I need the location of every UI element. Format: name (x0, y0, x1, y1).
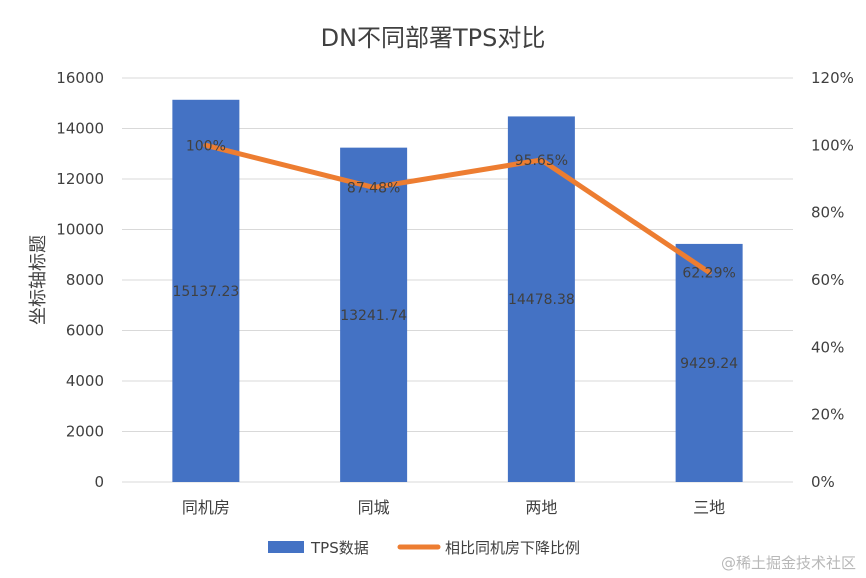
legend-swatch-bar (268, 541, 304, 553)
y2-tick-label: 40% (811, 338, 844, 356)
y2-tick-label: 100% (811, 136, 854, 154)
bar-data-label: 13241.74 (340, 308, 407, 324)
bar (172, 99, 240, 482)
line-data-label: 87.48% (347, 180, 400, 196)
bar-data-label: 14478.38 (508, 292, 575, 308)
bar (340, 147, 408, 483)
legend: TPS数据 相比同机房下降比例 (268, 539, 580, 557)
y-tick-label: 2000 (66, 423, 104, 441)
line-data-label: 95.65% (515, 153, 568, 169)
x-category-label: 三地 (693, 498, 725, 517)
x-category-label: 同城 (358, 498, 390, 517)
legend-label-bar: TPS数据 (310, 539, 369, 557)
x-axis: 同机房 同城 两地 三地 (182, 498, 725, 517)
y-tick-label: 4000 (66, 372, 104, 390)
bar-data-label: 15137.23 (172, 284, 239, 300)
line-data-label: 62.29% (682, 265, 735, 281)
y-axis-left: 0 2000 4000 6000 8000 10000 12000 14000 16000 (56, 69, 104, 491)
y-axis-right: 0% 20% 40% 60% 80% 100% 120% (811, 69, 854, 491)
y-tick-label: 12000 (56, 170, 104, 188)
line-point (203, 142, 209, 148)
y2-tick-label: 80% (811, 204, 844, 222)
y-tick-label: 8000 (66, 271, 104, 289)
bar-data-label: 9429.24 (680, 356, 738, 372)
y2-tick-label: 20% (811, 406, 844, 424)
y2-tick-label: 0% (811, 473, 835, 491)
x-category-label: 同机房 (182, 498, 230, 517)
y-axis-title: 坐标轴标题 (28, 235, 49, 325)
line-point (371, 184, 377, 190)
watermark: @稀土掘金技术社区 (721, 554, 856, 572)
y2-tick-label: 120% (811, 69, 854, 87)
y-tick-label: 16000 (56, 69, 104, 87)
chart-title: DN不同部署TPS对比 (321, 24, 546, 52)
y-tick-label: 6000 (66, 322, 104, 340)
line-point (538, 157, 544, 163)
line-series (203, 142, 712, 275)
y-tick-label: 0 (94, 473, 104, 491)
line-data-label: 100% (186, 138, 226, 154)
line-point (706, 269, 712, 275)
y-tick-label: 10000 (56, 221, 104, 239)
y2-tick-label: 60% (811, 271, 844, 289)
x-category-label: 两地 (525, 498, 557, 517)
bar-series (172, 99, 743, 483)
y-tick-label: 14000 (56, 120, 104, 138)
series-line (203, 142, 712, 275)
legend-label-line: 相比同机房下降比例 (445, 539, 580, 557)
bar (675, 243, 743, 482)
data-labels: 15137.23 13241.74 14478.38 9429.24 100% 87.48… (172, 138, 738, 372)
